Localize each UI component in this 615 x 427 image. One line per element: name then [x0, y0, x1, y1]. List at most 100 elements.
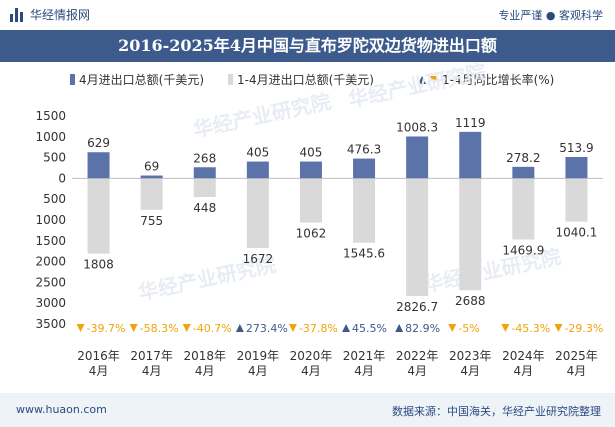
- bar-april: [459, 131, 482, 179]
- x-tick-label: 2017年 4月: [130, 349, 173, 378]
- growth-down-icon: [76, 324, 85, 332]
- legend-swatch-2: [228, 74, 233, 85]
- growth-down-icon: [448, 324, 457, 332]
- legend-swatch-down-icon: [430, 76, 438, 84]
- bar-cumulative: [87, 178, 110, 254]
- growth-label: -58.3%: [140, 322, 179, 335]
- label-april: 278.2: [506, 151, 540, 165]
- growth-down-icon: [182, 324, 191, 332]
- legend-label-3: 1-4月同比增长率(%): [442, 72, 554, 87]
- bar-cumulative: [459, 178, 482, 291]
- y-tick-label: 2000: [35, 255, 66, 269]
- legend-swatch-up-icon: [418, 76, 426, 84]
- label-april: 69: [144, 160, 159, 174]
- growth-up-icon: [235, 324, 244, 332]
- bar-april: [512, 166, 535, 179]
- bar-cumulative: [565, 178, 588, 222]
- bar-april: [87, 152, 110, 179]
- growth-label: -29.3%: [564, 322, 603, 335]
- label-cumulative: 1545.6: [343, 247, 385, 261]
- label-cumulative: 1062: [296, 227, 327, 241]
- data-source: 数据来源：中国海关，华经产业研究院整理: [392, 405, 601, 418]
- logo-icon: [10, 7, 24, 22]
- x-tick-label: 2024年 4月: [502, 349, 545, 378]
- growth-down-icon: [554, 324, 563, 332]
- bar-cumulative: [246, 178, 269, 248]
- y-tick-label: 1000: [35, 213, 66, 227]
- legend-swatch-1: [70, 74, 75, 85]
- bar-cumulative: [512, 178, 535, 240]
- growth-label: 273.4%: [246, 322, 288, 335]
- bar-april: [193, 167, 216, 179]
- label-april: 629: [87, 136, 110, 150]
- x-tick-label: 2025年 4月: [555, 349, 598, 378]
- label-april: 268: [193, 151, 216, 165]
- growth-down-icon: [501, 324, 510, 332]
- website-link[interactable]: www.huaon.com: [16, 403, 107, 416]
- growth-label: 45.5%: [352, 322, 387, 335]
- y-tick-label: 500: [43, 151, 66, 165]
- x-tick-label: 2021年 4月: [343, 349, 386, 378]
- label-cumulative: 1808: [83, 258, 114, 272]
- growth-up-icon: [395, 324, 404, 332]
- y-tick-label: 0: [58, 171, 66, 185]
- bars: [87, 131, 588, 296]
- y-tick-label: 500: [43, 192, 66, 206]
- x-tick-label: 2016年 4月: [77, 349, 120, 378]
- bar-cumulative: [406, 178, 429, 296]
- data-labels: 629 1808 69 755 268 448 405 1672 405 1062 476.3 154…: [83, 116, 597, 314]
- growth-down-icon: [288, 324, 297, 332]
- x-tick-label: 2018年 4月: [183, 349, 226, 378]
- x-tick-label: 2022年 4月: [396, 349, 439, 378]
- brand[interactable]: 华经情报网: [10, 6, 90, 23]
- label-april: 405: [246, 146, 269, 160]
- bar-april: [406, 136, 429, 179]
- label-cumulative: 448: [193, 201, 216, 215]
- bar-april: [353, 158, 376, 179]
- y-tick-label: 1500: [35, 234, 66, 248]
- y-tick-label: 1000: [35, 130, 66, 144]
- bar-april: [140, 175, 163, 179]
- label-april: 513.9: [559, 141, 593, 155]
- growth-row: -39.7% -58.3% -40.7% 273.4% -37.8% 45.5% 82.9%…: [76, 322, 603, 335]
- label-april: 1119: [455, 116, 486, 130]
- x-tick-label: 2020年 4月: [290, 349, 333, 378]
- x-tick-label: 2019年 4月: [237, 349, 280, 378]
- y-tick-label: 1500: [35, 109, 66, 123]
- chart-title: 2016-2025年4月中国与直布罗陀双边货物进出口额: [0, 30, 615, 62]
- label-cumulative: 2688: [455, 294, 486, 308]
- legend-label-2: 1-4月进出口总额(千美元): [237, 73, 374, 87]
- top-bar: 华经情报网 专业严谨 ● 客观科学: [0, 0, 615, 30]
- label-cumulative: 1469.9: [502, 244, 544, 258]
- chart: 4月进出口总额(千美元) 1-4月进出口总额(千美元) 1-4月同比增长率(%) 华…: [35, 62, 603, 378]
- bar-april: [246, 161, 269, 179]
- growth-down-icon: [129, 324, 138, 332]
- bar-cumulative: [299, 178, 322, 223]
- y-axis: 1500 1000 500 0 500 1000 1500 2000 2500 3000 3500: [35, 109, 603, 331]
- bar-april: [565, 157, 588, 179]
- legend-label-1: 4月进出口总额(千美元): [79, 73, 204, 87]
- label-cumulative: 1040.1: [555, 226, 597, 240]
- x-tick-label: 2023年 4月: [449, 349, 492, 378]
- growth-label: -45.3%: [511, 322, 550, 335]
- y-tick-label: 3500: [35, 317, 66, 331]
- growth-label: 82.9%: [405, 322, 440, 335]
- label-cumulative: 1672: [243, 252, 274, 266]
- growth-label: -5%: [458, 322, 479, 335]
- label-cumulative: 2826.7: [396, 300, 438, 314]
- bar-cumulative: [140, 178, 163, 210]
- slogan: 专业严谨 ● 客观科学: [498, 9, 603, 22]
- growth-label: -40.7%: [193, 322, 232, 335]
- bar-cumulative: [193, 178, 216, 198]
- brand-name: 华经情报网: [30, 8, 91, 22]
- growth-up-icon: [342, 324, 351, 332]
- label-april: 476.3: [347, 143, 381, 157]
- watermark-1: 华经产业研究院: [346, 62, 488, 112]
- bar-cumulative: [353, 178, 376, 243]
- footer: www.huaon.com 数据来源：中国海关，华经产业研究院整理: [0, 393, 615, 427]
- label-april: 1008.3: [396, 120, 438, 134]
- y-tick-label: 2500: [35, 275, 66, 289]
- growth-label: -39.7%: [87, 322, 126, 335]
- bar-april: [299, 161, 322, 179]
